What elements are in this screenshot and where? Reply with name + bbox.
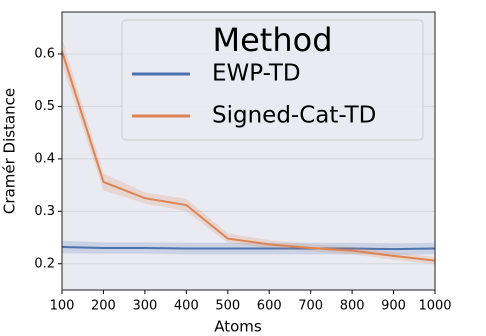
legend-label: Signed-Cat-TD [212,103,376,129]
y-tick-label: 0.4 [34,151,55,166]
x-tick-label: 500 [215,299,240,314]
x-tick-label: 800 [340,299,365,314]
x-tick-label: 1000 [418,299,451,314]
x-tick-label: 900 [381,299,406,314]
x-tick-label: 700 [298,299,323,314]
x-tick-label: 200 [91,299,116,314]
x-tick-label: 100 [50,299,75,314]
x-tick-label: 600 [257,299,282,314]
y-tick-label: 0.3 [34,204,55,219]
legend-label: EWP-TD [212,61,301,87]
line [61,51,436,262]
y-tick-label: 0.5 [34,99,55,114]
y-tick-label: 0.2 [34,256,55,271]
x-axis-label: Atoms [214,318,262,336]
legend-title: Method [212,21,332,59]
line [61,245,436,251]
y-tick-label: 0.6 [34,46,55,61]
x-tick-label: 300 [132,299,157,314]
x-tick-label: 400 [174,299,199,314]
plot-border [61,11,436,291]
y-axis-label: Cramér Distance [1,88,19,214]
legend-box [121,19,424,141]
